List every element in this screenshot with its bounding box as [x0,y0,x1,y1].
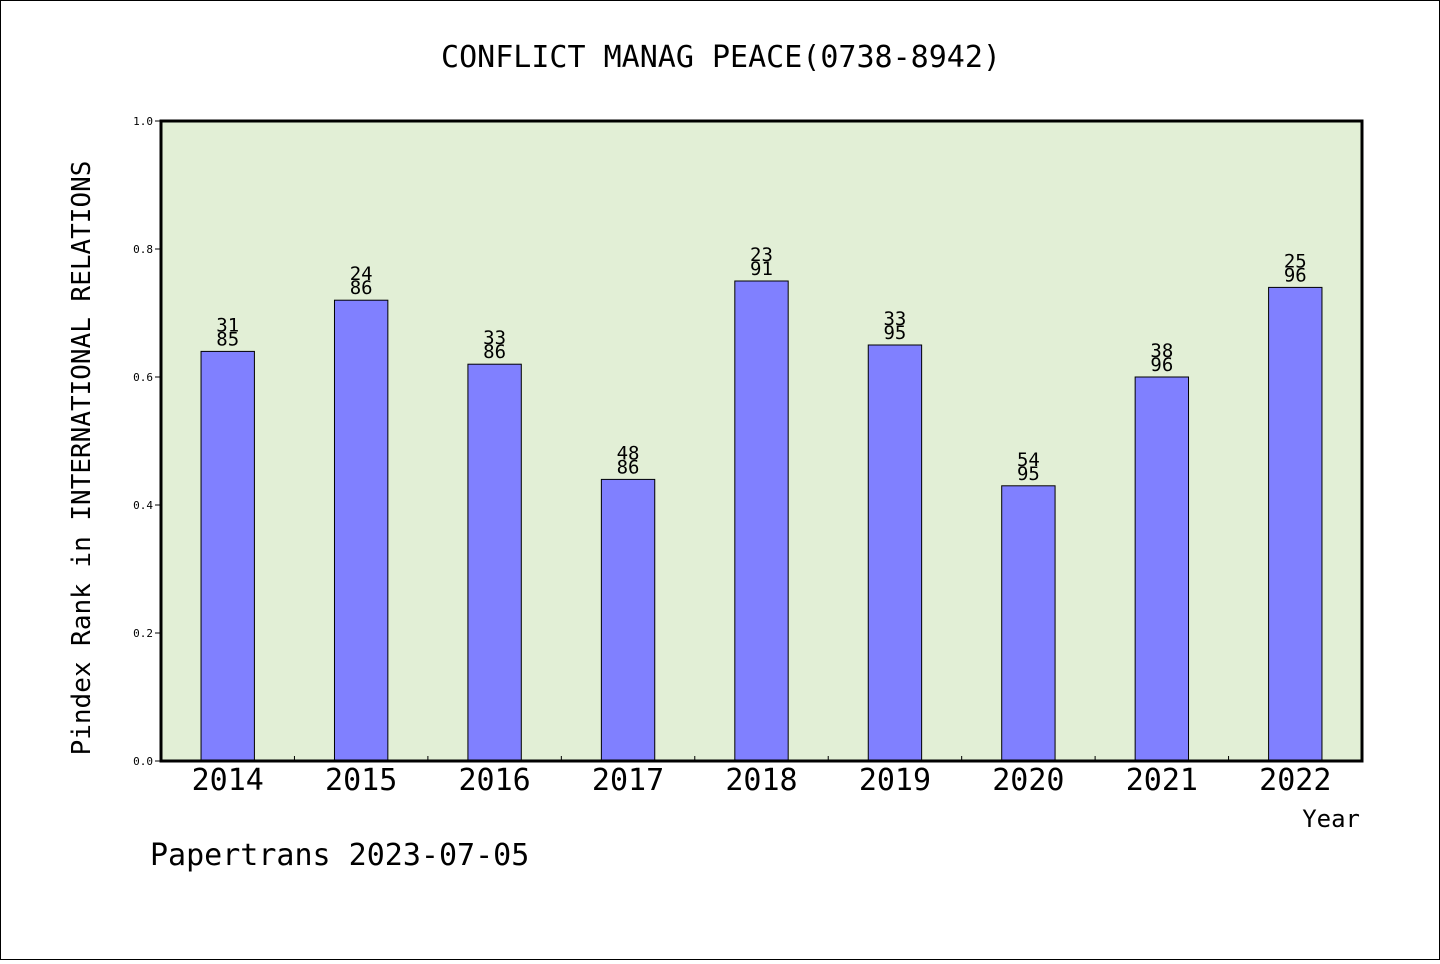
x-tick-label: 2019 [859,763,931,798]
bar-data-label: 86 [483,341,506,363]
x-axis-label: Year [1302,805,1360,833]
x-ticks-group: 2014 2015 2016 2017 2018 2019 2020 2021 2022 [192,756,1331,798]
x-tick-label: 2018 [725,763,797,798]
x-tick-label: 2016 [458,763,530,798]
x-tick-label: 2022 [1259,763,1331,798]
bar-data-label: 24 [350,263,373,285]
x-tick-label: 2017 [592,763,664,798]
y-tick-label: 0.0 [133,755,153,768]
bar-data-label: 48 [617,442,640,464]
bar-2017 [600,478,656,762]
y-tick-label: 0.8 [133,243,153,256]
bar-2019 [867,344,923,762]
bar-data-label: 96 [1150,354,1173,376]
y-tick-label: 0.2 [133,627,153,640]
plot-border [159,119,1364,763]
bar-data-label: 86 [350,277,373,299]
x-tick-label: 2014 [192,763,264,798]
chart-title: CONFLICT MANAG PEACE(0738-8942) [441,40,1001,75]
bar-2020 [1001,485,1056,762]
bar-2014 [200,350,255,762]
bar-2015 [333,299,389,762]
bar-data-label: 86 [617,456,640,478]
bar-data-label: 91 [750,258,773,280]
bar-2022 [1268,286,1323,762]
bar-data-label: 96 [1284,264,1307,286]
y-tick-label: 0.6 [133,371,153,384]
y-axis-label: Pindex Rank in INTERNATIONAL RELATIONS [67,161,97,756]
y-tick-label: 1.0 [133,115,153,128]
bar-data-label: 54 [1017,449,1040,471]
bar-data-label: 95 [1017,463,1040,485]
x-tick-label: 2021 [1126,763,1198,798]
bar-2018 [734,280,789,762]
bar-data-label: 95 [883,322,906,344]
x-tick-label: 2015 [325,763,397,798]
bar-data-label: 33 [483,327,506,349]
footer-date-text: Papertrans 2023-07-05 [150,838,529,873]
bar-data-label: 33 [883,308,906,330]
x-tick-label: 2020 [992,763,1064,798]
bar-2016 [467,363,522,762]
bar-2021 [1134,376,1190,762]
y-ticks-group: 0.0 0.2 0.4 0.6 0.8 1.0 [133,115,161,768]
bar-data-label: 85 [216,328,239,350]
bar-data-label: 38 [1150,340,1173,362]
bar-data-label: 23 [750,244,773,266]
bar-data-label: 31 [216,314,239,336]
bar-data-label: 25 [1284,250,1307,272]
y-tick-label: 0.4 [133,499,153,512]
